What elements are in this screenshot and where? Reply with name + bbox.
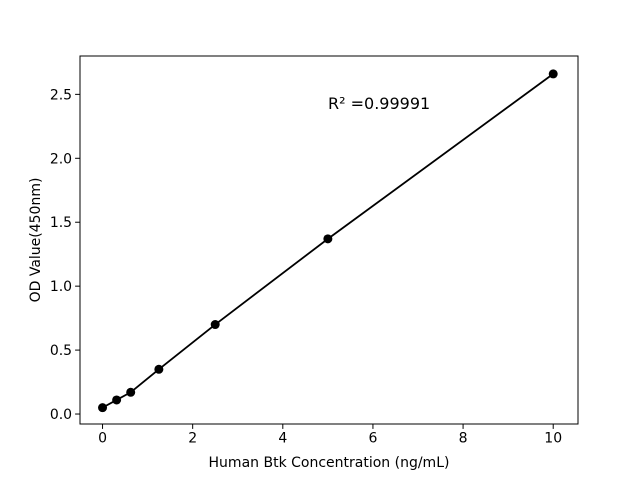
- data-point: [210, 320, 220, 330]
- x-tick-label: 6: [368, 431, 377, 447]
- x-tick-label: 4: [278, 431, 287, 447]
- y-tick-label: 0.0: [50, 407, 72, 423]
- data-point: [323, 234, 333, 244]
- y-tick-label: 0.5: [50, 343, 72, 359]
- y-tick-label: 1.5: [50, 215, 72, 231]
- x-tick-label: 0: [98, 431, 107, 447]
- y-tick-label: 2.0: [50, 151, 72, 167]
- y-tick-label: 1.0: [50, 279, 72, 295]
- data-point: [154, 364, 164, 374]
- data-point: [126, 387, 136, 397]
- x-tick-label: 2: [188, 431, 197, 447]
- data-point: [548, 69, 558, 79]
- data-point: [98, 403, 108, 413]
- r-squared-annotation: R² =0.99991: [328, 94, 430, 113]
- data-point: [112, 395, 122, 405]
- x-tick-label: 10: [544, 431, 562, 447]
- y-tick-label: 2.5: [50, 87, 72, 103]
- y-axis-label: OD Value(450nm): [28, 178, 44, 303]
- x-tick-label: 8: [459, 431, 468, 447]
- x-axis-label: Human Btk Concentration (ng/mL): [209, 455, 450, 471]
- plot-frame: [79, 55, 579, 425]
